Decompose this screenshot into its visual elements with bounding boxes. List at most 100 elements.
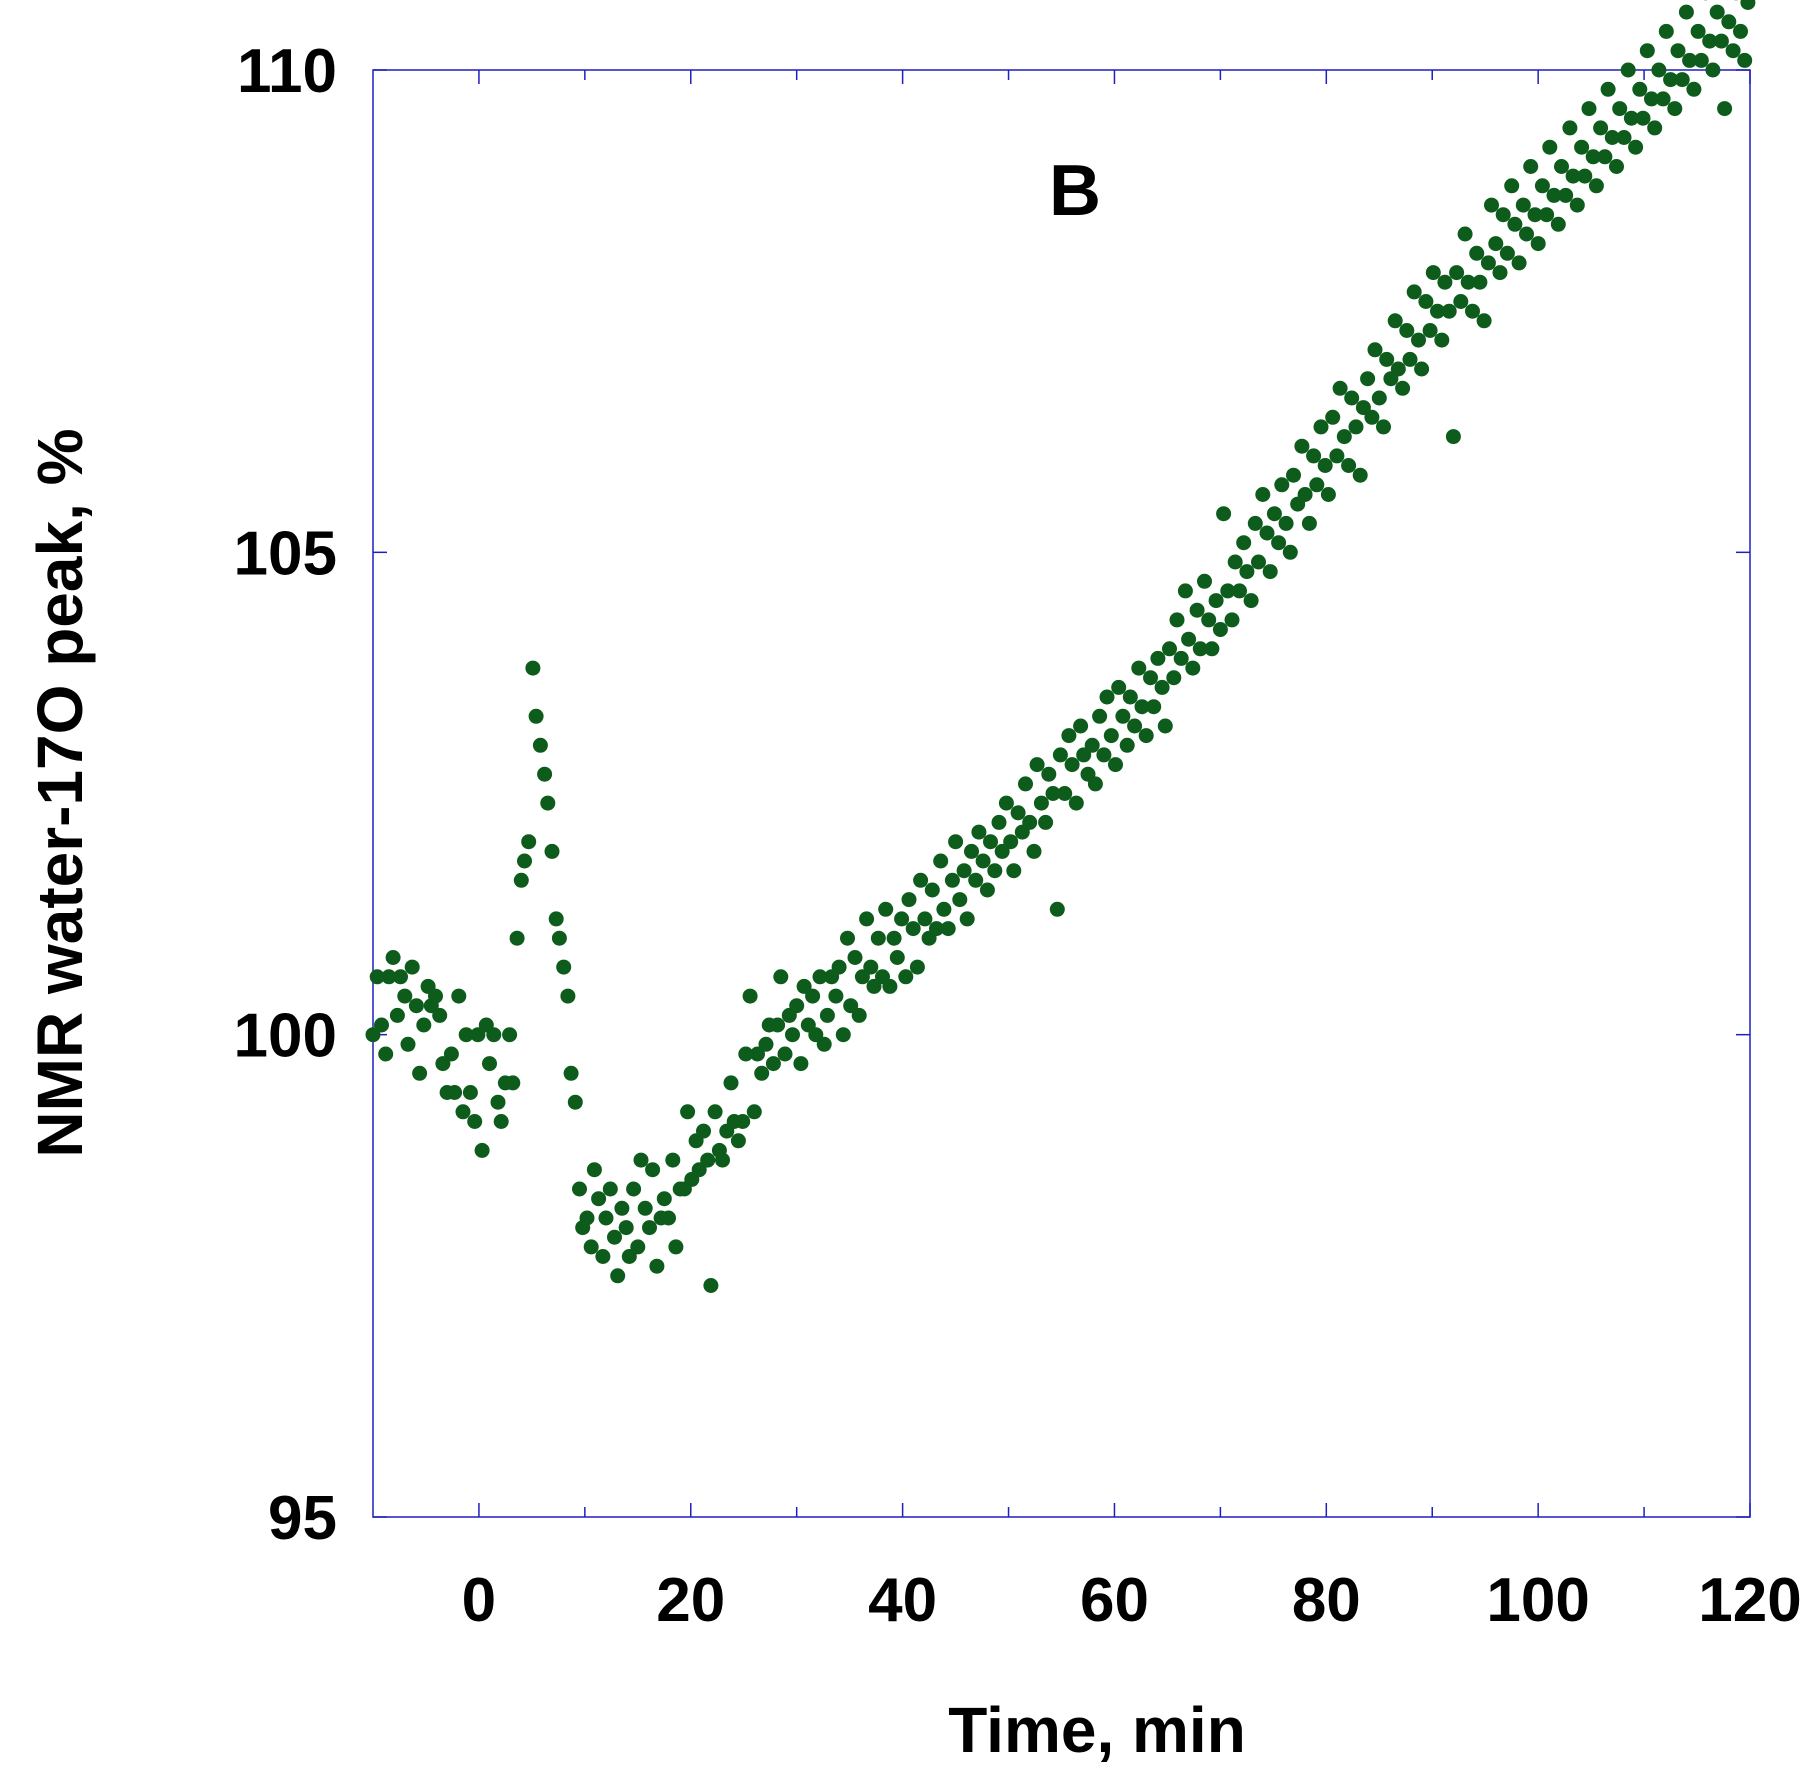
data-point — [509, 930, 525, 946]
data-point — [665, 1152, 681, 1168]
data-point — [1515, 197, 1531, 213]
data-point — [462, 1085, 478, 1100]
data-point — [649, 1258, 665, 1274]
data-point — [758, 1036, 774, 1052]
data-point — [1530, 236, 1546, 252]
data-point — [987, 863, 1003, 879]
data-point — [1115, 708, 1131, 724]
data-point — [614, 1200, 630, 1216]
data-point — [1430, 303, 1445, 319]
data-point — [777, 1046, 793, 1062]
data-point — [563, 1065, 579, 1081]
data-point — [894, 911, 910, 927]
data-point — [994, 843, 1010, 859]
data-point — [1484, 197, 1499, 213]
data-point — [1457, 226, 1473, 242]
data-point — [586, 1162, 602, 1178]
data-point — [1395, 380, 1411, 396]
data-point — [1297, 487, 1313, 502]
data-point — [964, 843, 979, 859]
x-axis-title: Time, min — [948, 1694, 1246, 1766]
data-point — [1519, 226, 1534, 242]
data-point — [901, 892, 917, 908]
data-point — [1064, 757, 1080, 773]
data-point — [1325, 409, 1341, 425]
plot-axes: 0 20 40 60 80 100 120 95 100 105 110 — [234, 37, 1802, 1635]
data-point — [831, 959, 847, 975]
data-point — [1554, 159, 1569, 174]
data-point — [851, 1007, 867, 1023]
data-point — [703, 1278, 719, 1293]
data-point — [551, 930, 567, 946]
data-point — [1352, 467, 1368, 483]
data-point — [1379, 351, 1395, 367]
data-point — [389, 1007, 405, 1023]
data-point — [1332, 380, 1348, 396]
data-point — [1453, 294, 1469, 309]
data-point — [1018, 776, 1033, 792]
data-point — [1344, 390, 1360, 406]
data-point — [840, 930, 855, 946]
data-point — [528, 708, 544, 724]
data-point — [1313, 419, 1329, 435]
data-point — [610, 1268, 626, 1284]
data-point — [1169, 612, 1185, 628]
data-point — [1099, 689, 1115, 705]
data-point — [385, 950, 401, 965]
data-point — [1504, 178, 1520, 194]
data-point — [1437, 274, 1453, 290]
y-tick-label: 100 — [234, 1002, 337, 1071]
data-point — [1721, 14, 1737, 30]
data-point — [630, 1239, 646, 1255]
data-point — [1558, 187, 1574, 203]
data-point — [661, 1210, 676, 1226]
x-tick-label: 20 — [656, 1566, 725, 1635]
data-point — [1181, 631, 1197, 647]
data-point — [696, 1123, 711, 1139]
data-point — [940, 921, 956, 937]
x-tick-label: 100 — [1486, 1566, 1589, 1635]
data-point — [1201, 612, 1217, 628]
data-point — [723, 1075, 739, 1091]
data-point — [863, 959, 879, 975]
data-point — [1546, 187, 1562, 203]
data-point — [1593, 120, 1609, 136]
data-point — [1597, 149, 1613, 165]
data-point — [1620, 62, 1636, 78]
data-point — [1600, 81, 1616, 97]
data-point — [1588, 178, 1604, 194]
data-point — [843, 998, 859, 1014]
data-point — [866, 978, 882, 994]
data-point — [889, 950, 905, 965]
data-point — [1480, 255, 1496, 271]
data-point — [1029, 757, 1045, 773]
y-tick-label: 105 — [234, 519, 337, 588]
data-point — [1733, 23, 1748, 39]
data-point — [493, 1114, 509, 1129]
data-point — [917, 911, 933, 927]
data-point — [680, 1104, 696, 1120]
data-point — [959, 911, 975, 927]
data-point — [1655, 91, 1671, 107]
data-point — [929, 921, 944, 937]
data-point — [1092, 708, 1108, 724]
data-point — [1644, 91, 1659, 107]
data-point — [1534, 178, 1550, 194]
data-point — [1003, 834, 1019, 850]
data-point — [656, 1191, 672, 1207]
data-point — [1262, 564, 1278, 580]
data-point — [1294, 438, 1310, 454]
data-point — [579, 1210, 595, 1226]
data-point — [1227, 554, 1243, 570]
data-point — [602, 1181, 618, 1197]
data-point — [486, 1027, 502, 1043]
plot-frame — [372, 69, 1751, 1518]
data-point — [556, 959, 572, 975]
data-point — [1266, 506, 1282, 522]
data-point — [1539, 207, 1555, 223]
data-point — [1320, 487, 1336, 502]
data-point — [482, 1056, 497, 1072]
data-point — [1507, 216, 1523, 232]
data-point — [400, 1036, 416, 1052]
data-point — [381, 969, 397, 985]
